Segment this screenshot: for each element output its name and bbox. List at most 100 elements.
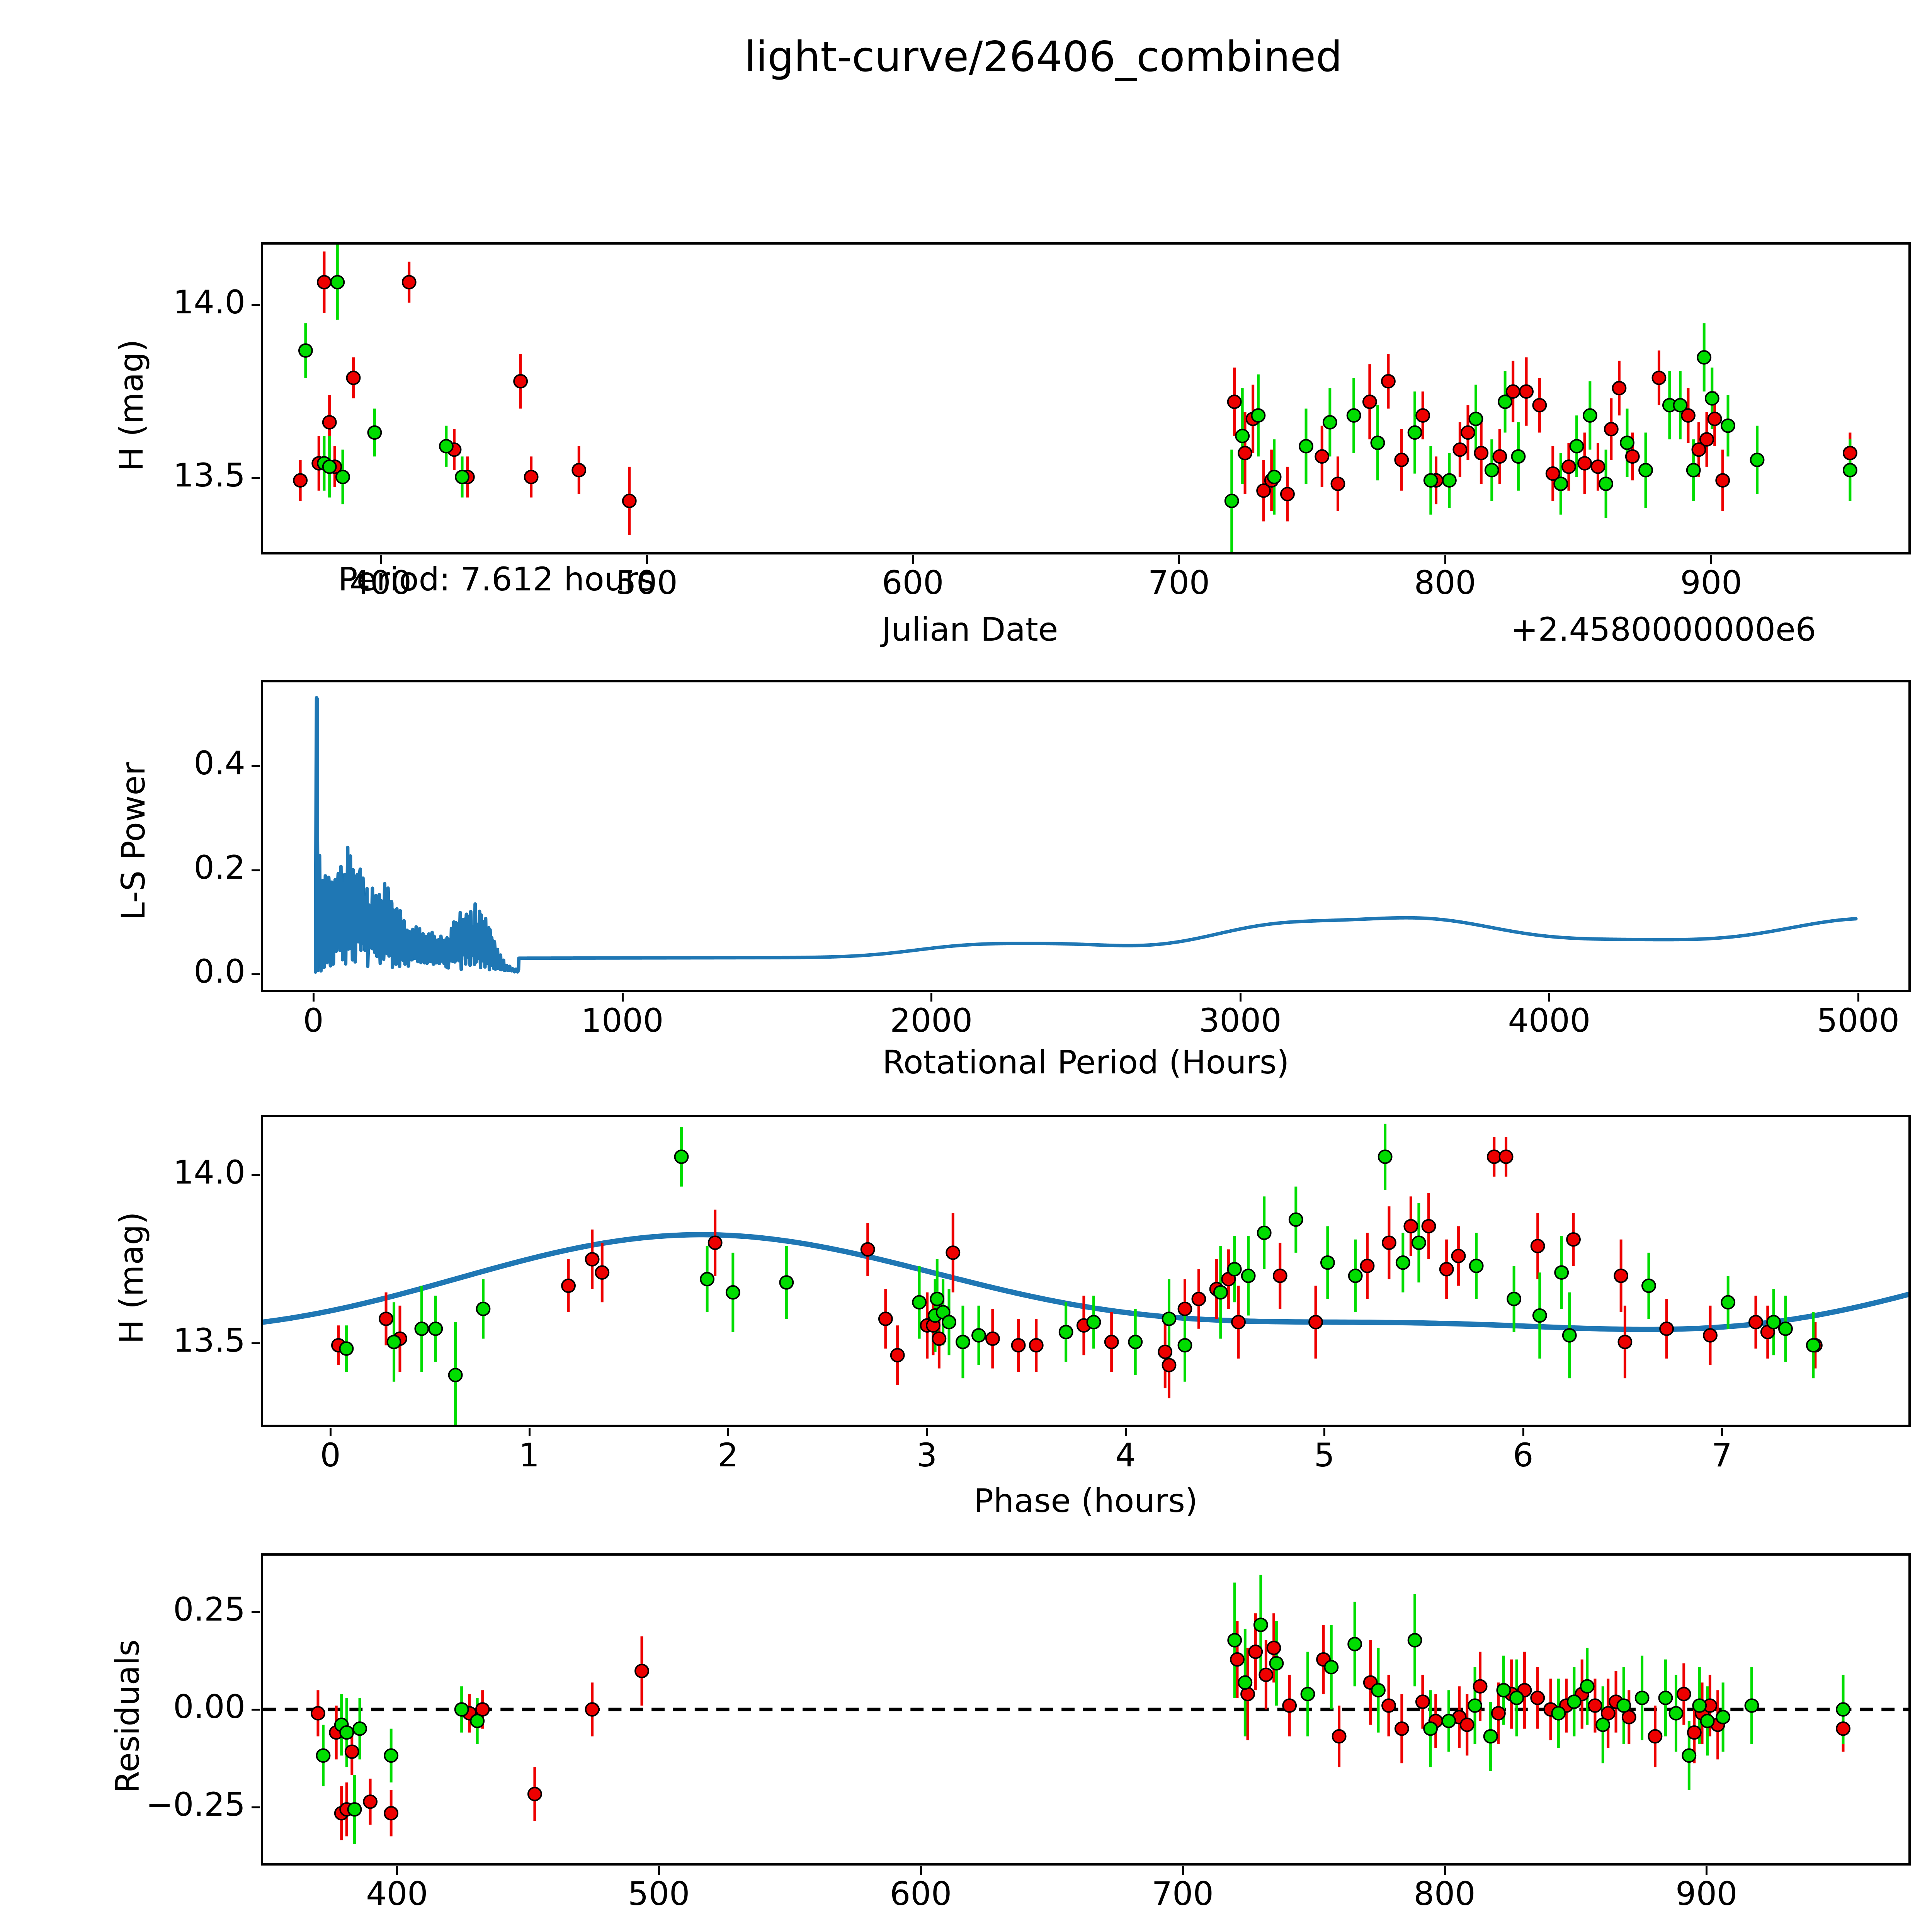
data-point-red (1332, 1729, 1347, 1744)
phasefold-xtick-label: 1 (519, 1436, 540, 1474)
data-point-green (1300, 1687, 1315, 1701)
data-point-red (1177, 1301, 1192, 1316)
data-point-green (1257, 1225, 1272, 1240)
data-point-green (971, 1328, 986, 1343)
phasefold-xtick-label: 0 (320, 1436, 341, 1474)
data-point-red (524, 469, 539, 485)
lightcurve-xtick-mark (1710, 555, 1713, 564)
data-point-green (1569, 439, 1584, 454)
data-point-red (946, 1245, 961, 1260)
periodogram-xtick-mark (312, 993, 315, 1002)
data-point-red (878, 1311, 893, 1326)
data-point-red (1231, 1315, 1246, 1330)
periodogram-ytick-label: 0.4 (194, 744, 245, 782)
data-point-red (1230, 1652, 1245, 1667)
data-point-red (1029, 1338, 1044, 1353)
data-point-red (595, 1265, 610, 1280)
data-point-red (561, 1278, 576, 1293)
data-point-red (1315, 449, 1330, 464)
data-point-green (339, 1725, 354, 1740)
residuals-ytick-mark (252, 1709, 260, 1711)
residuals-ytick-mark (252, 1806, 260, 1808)
residuals-xtick-mark (658, 1866, 660, 1875)
data-point-green (1423, 473, 1438, 488)
periodogram-xtick-label: 2000 (890, 1002, 973, 1039)
data-point-green (1511, 449, 1526, 464)
data-point-green (1468, 412, 1483, 426)
phasefold-ytick-label: 14.0 (173, 1153, 245, 1192)
residuals-ytick-label: −0.25 (146, 1785, 245, 1823)
phasefold-xtick-mark (926, 1428, 928, 1436)
data-point-green (1641, 1278, 1656, 1293)
data-point-green (1595, 1718, 1611, 1732)
phasefold-xtick-label: 6 (1513, 1436, 1534, 1474)
data-point-green (1370, 435, 1385, 450)
data-point-red (1381, 1235, 1396, 1250)
data-point-green (1288, 1212, 1303, 1227)
periodogram-xtick-label: 5000 (1817, 1002, 1900, 1039)
data-point-red (1691, 442, 1706, 457)
data-point-red (1439, 1262, 1454, 1277)
data-point-red (1612, 381, 1627, 396)
data-point-green (352, 1721, 367, 1736)
residuals-plot-area (263, 1575, 1908, 1844)
phasefold-xtick-mark (1124, 1428, 1127, 1436)
data-point-red (1362, 395, 1377, 409)
data-point-red (1272, 1269, 1287, 1283)
data-point-green (1411, 1235, 1426, 1250)
data-point-red (1473, 1679, 1488, 1694)
data-point-green (1177, 1338, 1192, 1353)
data-point-red (634, 1663, 649, 1679)
data-point-red (379, 1311, 394, 1326)
data-point-green (316, 1748, 331, 1763)
data-point-red (1381, 1698, 1396, 1713)
model-fit-curve (263, 1232, 1908, 1332)
data-point-green (1442, 473, 1457, 488)
data-point-green (700, 1272, 715, 1287)
data-point-green (384, 1748, 399, 1763)
data-point-green (779, 1275, 794, 1290)
lightcurve-ytick-mark (252, 477, 260, 480)
data-point-green (1423, 1721, 1438, 1736)
phasefold-xtick-mark (330, 1428, 332, 1436)
data-point-green (1554, 1265, 1569, 1280)
data-point-red (1330, 476, 1345, 491)
data-point-red (622, 493, 637, 509)
data-point-green (912, 1295, 927, 1310)
phasefold-xtick-label: 4 (1115, 1436, 1136, 1474)
data-point-green (1241, 1269, 1256, 1283)
panel-residuals (261, 1553, 1911, 1866)
phasefold-plot-area (263, 1124, 1908, 1425)
data-point-green (470, 1714, 485, 1728)
data-point-red (1191, 1292, 1206, 1306)
data-point-red (1703, 1328, 1718, 1343)
data-point-red (1561, 459, 1576, 474)
data-point-green (1128, 1335, 1143, 1349)
data-point-red (346, 371, 361, 385)
data-point-green (955, 1335, 970, 1349)
data-point-green (1253, 1617, 1268, 1632)
data-point-red (707, 1235, 723, 1250)
data-point-red (1403, 1219, 1418, 1234)
lightcurve-ytick-mark (252, 304, 260, 306)
lightcurve-xtick-label: 800 (1414, 564, 1476, 602)
data-point-red (1577, 456, 1592, 471)
data-point-red (1687, 1725, 1702, 1740)
residuals-xtick-label: 600 (889, 1875, 952, 1913)
data-point-red (1162, 1358, 1177, 1372)
data-point-red (1530, 1690, 1545, 1705)
periodogram-ytick-label: 0.0 (194, 952, 245, 990)
data-point-red (1604, 422, 1619, 437)
data-point-red (1699, 432, 1714, 447)
data-point-red (1452, 442, 1468, 457)
data-point-green (1638, 463, 1653, 478)
data-point-red (1681, 408, 1696, 423)
data-point-green (1634, 1690, 1650, 1705)
phasefold-xtick-label: 5 (1314, 1436, 1335, 1474)
data-point-green (1616, 1698, 1631, 1713)
lightcurve-xtick-mark (379, 555, 382, 564)
lightcurve-xtick-label: 900 (1680, 564, 1742, 602)
data-point-red (1259, 1667, 1274, 1682)
data-point-red (1545, 466, 1560, 481)
periodogram-xtick-label: 4000 (1508, 1002, 1591, 1039)
